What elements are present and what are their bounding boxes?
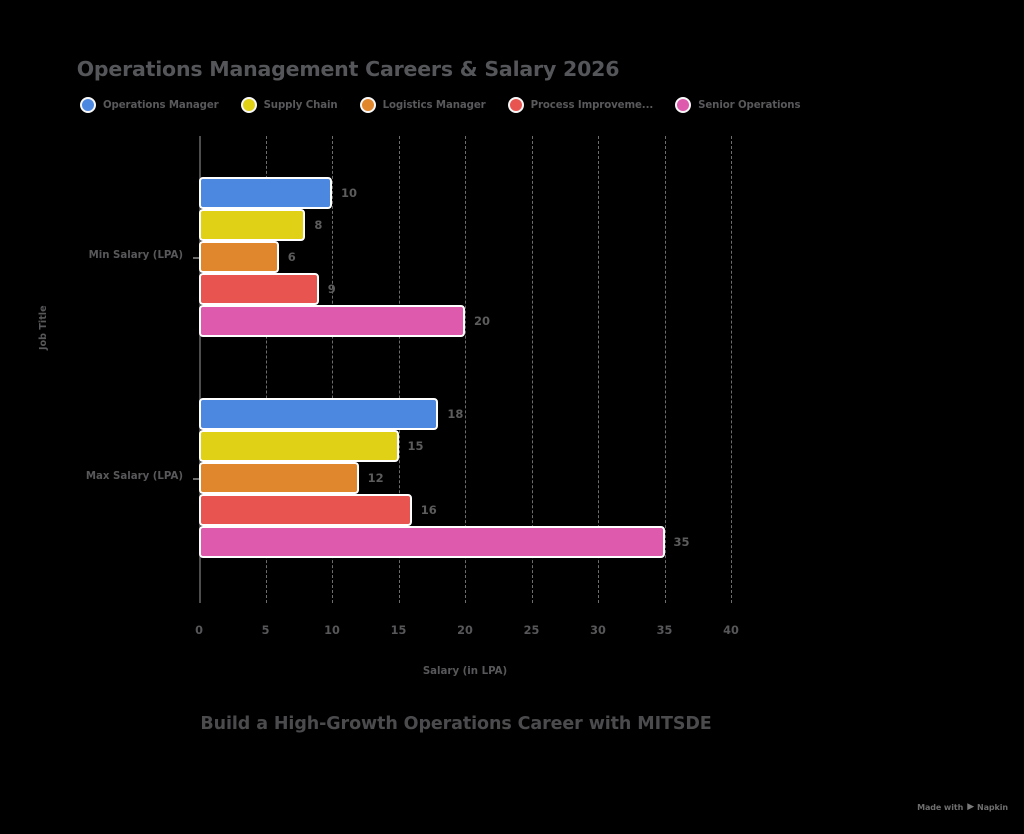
y-axis-tick-label: Max Salary (LPA) — [85, 471, 183, 482]
legend-item-label: Operations Manager — [103, 99, 219, 111]
napkin-watermark: Made with ▶ Napkin — [917, 802, 1008, 812]
x-axis-tick-label: 5 — [261, 624, 270, 637]
legend-color-swatch-icon — [359, 97, 376, 113]
legend-color-swatch-icon — [80, 97, 96, 113]
gridline — [465, 136, 466, 603]
watermark-text: Made with — [917, 802, 964, 812]
x-axis-tick-label: 30 — [590, 624, 606, 637]
bar[interactable] — [199, 494, 412, 526]
legend-item[interactable]: Logistics Manager — [359, 97, 486, 113]
y-axis-title: Job Title — [38, 305, 49, 350]
gridline — [731, 136, 732, 603]
legend-color-swatch-icon — [507, 97, 524, 113]
legend-item-label: Process Improveme... — [530, 99, 654, 111]
y-axis-tick-label: Min Salary (LPA) — [88, 250, 183, 261]
gridline — [398, 136, 400, 603]
bar-row[interactable]: 9 — [199, 273, 336, 305]
legend-item[interactable]: Senior Operations — [675, 97, 801, 113]
bar[interactable] — [199, 398, 439, 430]
bar-value-label: 16 — [420, 503, 437, 517]
bar-value-label: 12 — [367, 471, 384, 485]
bar-row[interactable]: 6 — [199, 241, 296, 273]
x-axis-tick-label: 25 — [523, 624, 540, 637]
legend-item[interactable]: Process Improveme... — [507, 97, 654, 113]
bar-value-label: 9 — [327, 282, 336, 296]
plot-area: 10 8 6 9 20 18 15 12 16 35 — [193, 136, 732, 603]
legend-color-swatch-icon — [240, 97, 257, 113]
legend-item[interactable]: Operations Manager — [80, 97, 219, 113]
x-axis-tick-label: 35 — [656, 624, 673, 637]
bar[interactable] — [199, 430, 399, 462]
bar-row[interactable]: 10 — [199, 177, 357, 209]
bar-row[interactable]: 15 — [199, 430, 424, 462]
gridline — [265, 136, 267, 603]
bar-value-label: 18 — [447, 407, 464, 421]
x-axis-tick-label: 20 — [457, 624, 473, 637]
bar-row[interactable]: 20 — [199, 305, 490, 337]
bar-value-label: 20 — [474, 314, 491, 328]
x-axis-tick-label: 15 — [390, 624, 407, 637]
legend-color-swatch-icon — [675, 97, 692, 113]
gridline — [664, 136, 666, 603]
y-axis-tick-mark — [193, 478, 199, 480]
gridline — [598, 136, 599, 603]
chart-legend: Operations Manager Supply Chain Logistics … — [80, 94, 880, 116]
bar[interactable] — [199, 273, 319, 305]
legend-item-label: Senior Operations — [698, 99, 801, 111]
watermark-brand: Napkin — [977, 802, 1008, 812]
gridline — [531, 136, 533, 603]
bar[interactable] — [199, 209, 306, 241]
bar-value-label: 10 — [341, 186, 358, 200]
y-axis-line — [199, 136, 201, 603]
x-axis-title: Salary (in LPA) — [422, 666, 508, 677]
footer-caption: Build a High-Growth Operations Career wi… — [200, 714, 712, 734]
legend-item[interactable]: Supply Chain — [240, 97, 338, 113]
bar[interactable] — [199, 305, 465, 337]
bar-value-label: 8 — [314, 218, 323, 232]
bar-value-label: 6 — [287, 250, 296, 264]
bar[interactable] — [199, 462, 359, 494]
y-axis-tick-mark — [193, 257, 199, 259]
bar[interactable] — [199, 177, 332, 209]
legend-item-label: Logistics Manager — [382, 99, 486, 111]
gridline — [332, 136, 333, 603]
bar-row[interactable]: 35 — [199, 526, 690, 558]
legend-item-label: Supply Chain — [263, 99, 338, 111]
x-axis-tick-label: 40 — [723, 624, 739, 637]
bar[interactable] — [199, 526, 665, 558]
x-axis-tick-label: 0 — [195, 624, 203, 637]
play-icon: ▶ — [967, 802, 975, 812]
bar[interactable] — [199, 241, 279, 273]
chart-title: Operations Management Careers & Salary 2… — [76, 57, 620, 81]
bar-row[interactable]: 18 — [199, 398, 463, 430]
bar-value-label: 15 — [407, 439, 424, 453]
x-axis-tick-label: 10 — [324, 624, 340, 637]
bar-row[interactable]: 8 — [199, 209, 322, 241]
bar-value-label: 35 — [673, 535, 690, 549]
bar-row[interactable]: 12 — [199, 462, 384, 494]
bar-row[interactable]: 16 — [199, 494, 437, 526]
